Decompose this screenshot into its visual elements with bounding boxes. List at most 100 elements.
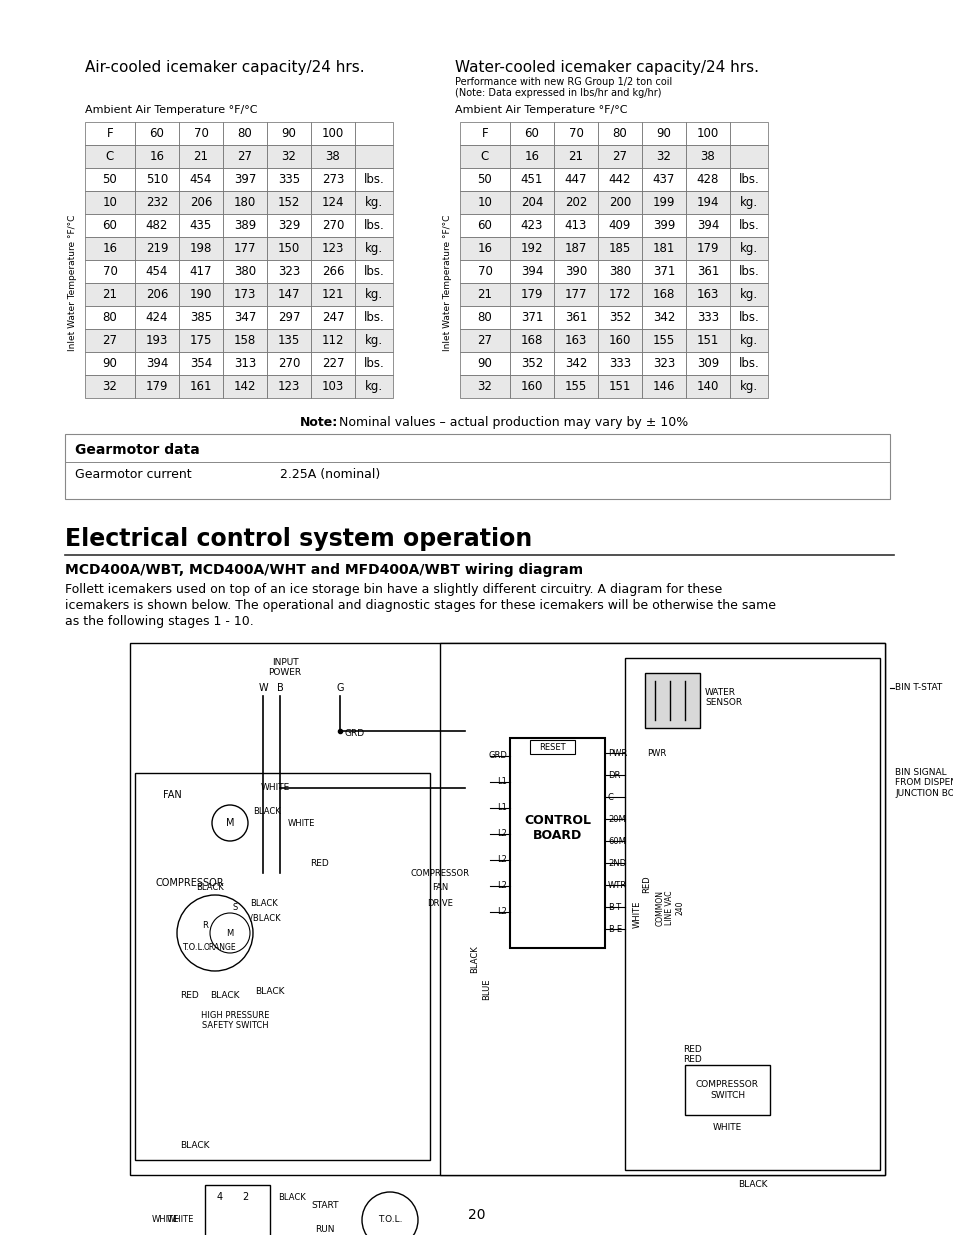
- Bar: [135, 329, 179, 352]
- Text: 173: 173: [233, 288, 256, 301]
- Text: 390: 390: [564, 266, 586, 278]
- Text: 193: 193: [146, 333, 168, 347]
- Text: 90: 90: [656, 127, 671, 140]
- Text: 32: 32: [656, 149, 671, 163]
- Text: WHITE: WHITE: [152, 1215, 178, 1224]
- Bar: [554, 283, 598, 306]
- Text: 27: 27: [477, 333, 492, 347]
- Bar: [355, 214, 393, 237]
- Bar: [179, 375, 223, 398]
- Bar: [179, 122, 223, 144]
- Bar: [459, 191, 510, 214]
- Text: Water-cooled icemaker capacity/24 hrs.: Water-cooled icemaker capacity/24 hrs.: [455, 61, 759, 75]
- Bar: [510, 739, 604, 948]
- Text: 389: 389: [233, 219, 255, 232]
- Text: 4: 4: [216, 1192, 223, 1202]
- Bar: [179, 283, 223, 306]
- Text: 80: 80: [477, 311, 492, 324]
- Text: R: R: [202, 920, 208, 930]
- Text: 342: 342: [564, 357, 587, 370]
- Text: kg.: kg.: [740, 333, 758, 347]
- Text: Gearmotor current: Gearmotor current: [75, 468, 192, 480]
- Bar: [598, 261, 641, 283]
- Text: 442: 442: [608, 173, 631, 186]
- Text: 417: 417: [190, 266, 212, 278]
- Text: 90: 90: [103, 357, 117, 370]
- Bar: [510, 144, 554, 168]
- Bar: [65, 433, 889, 499]
- Text: 206: 206: [146, 288, 168, 301]
- Bar: [355, 168, 393, 191]
- Bar: [554, 329, 598, 352]
- Bar: [598, 191, 641, 214]
- Bar: [510, 352, 554, 375]
- Bar: [729, 168, 767, 191]
- Text: lbs.: lbs.: [363, 173, 384, 186]
- Text: 437: 437: [652, 173, 675, 186]
- Text: 112: 112: [321, 333, 344, 347]
- Text: kg.: kg.: [365, 333, 383, 347]
- Text: L1: L1: [497, 778, 506, 787]
- Bar: [644, 673, 700, 727]
- Text: 394: 394: [146, 357, 168, 370]
- Bar: [311, 283, 355, 306]
- Bar: [729, 375, 767, 398]
- Text: kg.: kg.: [365, 196, 383, 209]
- Bar: [85, 214, 135, 237]
- Bar: [729, 283, 767, 306]
- Bar: [223, 144, 267, 168]
- Bar: [554, 168, 598, 191]
- Bar: [459, 375, 510, 398]
- Text: 204: 204: [520, 196, 542, 209]
- Bar: [135, 283, 179, 306]
- Bar: [267, 214, 311, 237]
- Text: ORANGE: ORANGE: [204, 944, 236, 952]
- Bar: [510, 237, 554, 261]
- Bar: [729, 237, 767, 261]
- Text: 100: 100: [696, 127, 719, 140]
- Bar: [729, 144, 767, 168]
- Bar: [685, 144, 729, 168]
- Text: 168: 168: [652, 288, 675, 301]
- Bar: [355, 375, 393, 398]
- Text: 60: 60: [150, 127, 164, 140]
- Text: 361: 361: [696, 266, 719, 278]
- Bar: [267, 191, 311, 214]
- Bar: [729, 329, 767, 352]
- Text: G: G: [335, 683, 343, 693]
- Text: 21: 21: [477, 288, 492, 301]
- Bar: [135, 237, 179, 261]
- Bar: [85, 144, 135, 168]
- Bar: [729, 122, 767, 144]
- Text: RED: RED: [311, 860, 329, 868]
- Text: 21: 21: [193, 149, 209, 163]
- Text: (Note: Data expressed in lbs/hr and kg/hr): (Note: Data expressed in lbs/hr and kg/h…: [455, 88, 660, 98]
- Text: 413: 413: [564, 219, 587, 232]
- Text: RED: RED: [682, 1046, 701, 1055]
- Bar: [311, 375, 355, 398]
- Text: 385: 385: [190, 311, 212, 324]
- Text: lbs.: lbs.: [363, 357, 384, 370]
- Text: LINE VAC: LINE VAC: [665, 890, 674, 925]
- Bar: [685, 352, 729, 375]
- Bar: [459, 237, 510, 261]
- Bar: [223, 237, 267, 261]
- Text: C: C: [480, 149, 489, 163]
- Text: 510: 510: [146, 173, 168, 186]
- Text: 80: 80: [103, 311, 117, 324]
- Text: BLACK: BLACK: [277, 1193, 305, 1202]
- Text: 124: 124: [321, 196, 344, 209]
- Text: 32: 32: [281, 149, 296, 163]
- Text: lbs.: lbs.: [738, 173, 759, 186]
- Text: INPUT
POWER: INPUT POWER: [268, 658, 301, 678]
- Bar: [135, 122, 179, 144]
- Bar: [135, 191, 179, 214]
- Bar: [554, 214, 598, 237]
- Text: 335: 335: [277, 173, 300, 186]
- Bar: [729, 214, 767, 237]
- Bar: [135, 375, 179, 398]
- Text: 273: 273: [321, 173, 344, 186]
- Text: 297: 297: [277, 311, 300, 324]
- Bar: [267, 261, 311, 283]
- Text: kg.: kg.: [740, 196, 758, 209]
